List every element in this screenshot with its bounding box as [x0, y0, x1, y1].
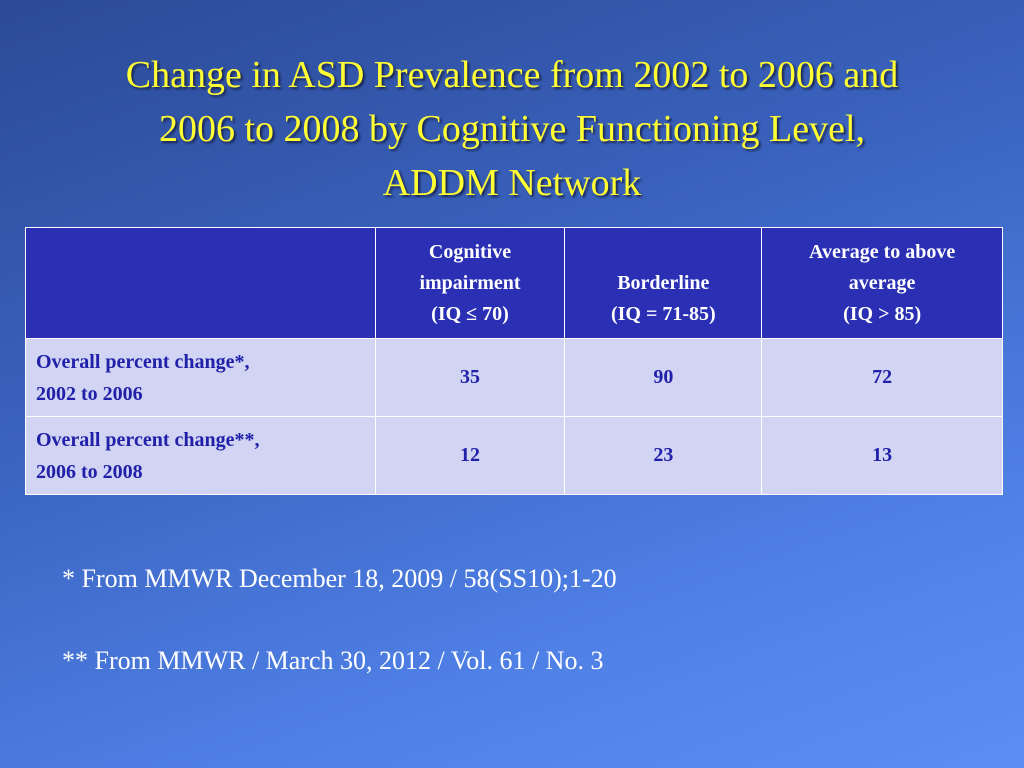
- value-cell: 72: [761, 338, 1003, 417]
- title-line-1: Change in ASD Prevalence from 2002 to 20…: [125, 54, 899, 96]
- title-line-2: 2006 to 2008 by Cognitive Functioning Le…: [158, 108, 866, 150]
- value-cell: 12: [374, 416, 566, 495]
- header-line: average: [848, 271, 916, 294]
- value-cell: 23: [564, 416, 763, 495]
- header-line: (IQ = 71-85): [610, 302, 716, 325]
- header-borderline: Borderline (IQ = 71-85): [564, 227, 763, 339]
- row-label-2002-2006: Overall percent change*, 2002 to 2006: [25, 338, 376, 417]
- table-row: Overall percent change*, 2002 to 2006 35…: [25, 338, 1003, 417]
- value-cell: 35: [374, 338, 566, 417]
- title-line-3: ADDM Network: [382, 162, 642, 204]
- value-cell: 13: [761, 416, 1003, 495]
- header-line: impairment: [419, 271, 521, 294]
- row-label-line: 2002 to 2006: [36, 382, 143, 405]
- value-cell: 90: [564, 338, 763, 417]
- slide-title: Change in ASD Prevalence from 2002 to 20…: [20, 48, 1004, 210]
- footnote-mmwr-2009: * From MMWR December 18, 2009 / 58(SS10)…: [62, 564, 617, 593]
- prevalence-change-table: Cognitive impairment (IQ ≤ 70) Borderlin…: [25, 227, 1003, 495]
- header-line: Average to above: [809, 240, 956, 263]
- header-corner-cell: [25, 227, 376, 339]
- row-label-line: Overall percent change*,: [36, 350, 250, 373]
- row-label-line: 2006 to 2008: [36, 460, 143, 483]
- row-label-line: Overall percent change**,: [36, 428, 260, 451]
- footnote-mmwr-2012: ** From MMWR / March 30, 2012 / Vol. 61 …: [62, 646, 604, 675]
- table-header-row: Cognitive impairment (IQ ≤ 70) Borderlin…: [25, 227, 1003, 339]
- header-cognitive-impairment: Cognitive impairment (IQ ≤ 70): [374, 227, 566, 339]
- header-line: Cognitive: [428, 240, 512, 263]
- header-line: (IQ > 85): [843, 302, 922, 325]
- header-line: Borderline: [617, 271, 710, 294]
- row-label-2006-2008: Overall percent change**, 2006 to 2008: [25, 416, 376, 495]
- table-row: Overall percent change**, 2006 to 2008 1…: [25, 416, 1003, 495]
- header-average-to-above: Average to above average (IQ > 85): [761, 227, 1003, 339]
- header-line: [571, 237, 755, 268]
- header-line: (IQ ≤ 70): [431, 302, 509, 325]
